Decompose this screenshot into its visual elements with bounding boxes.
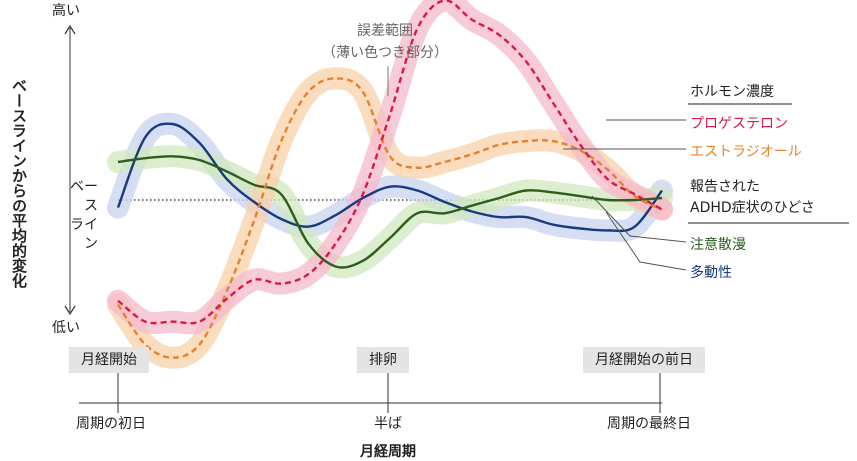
series-line-3 (116, 122, 663, 233)
series-line-0 (117, 0, 663, 325)
error-band-annotation-line1: 誤差範囲 (357, 23, 413, 39)
legend-hormone-header: ホルモン濃度 (690, 84, 774, 100)
y-axis-low-label: 低い (52, 320, 80, 336)
phase-menstruation-start: 月経開始 (69, 347, 149, 373)
error-band-2 (107, 145, 673, 279)
error-band-annotation: 誤差範囲 （薄い色つき部分） (305, 20, 465, 64)
y-axis-down-arrow-icon (64, 305, 76, 316)
legend-hyperactivity: 多動性 (690, 265, 732, 281)
legend-inattention: 注意散漫 (690, 237, 746, 253)
baseline-label-line1: ベース (70, 179, 98, 214)
phase-ovulation: 排卵 (357, 347, 409, 373)
chart-plot (64, 0, 849, 413)
y-axis-high-label: 高い (52, 3, 80, 19)
x-axis-title: 月経周期 (360, 444, 416, 460)
x-axis-start-label: 周期の初日 (76, 416, 146, 432)
legend-symptom-header-line1: 報告された (690, 179, 760, 195)
leader-hyperactivity (605, 211, 687, 271)
leader-inattention (591, 195, 687, 243)
error-band-annotation-line2: （薄い色つき部分） (322, 45, 448, 61)
x-axis-mid-label: 半ば (374, 416, 402, 432)
legend-estradiol: エストラジオール (690, 144, 802, 160)
y-axis-up-arrow-icon (64, 24, 76, 35)
series-line-1 (117, 77, 663, 359)
legend-symptom-header-line2: ADHD症状のひどさ (690, 200, 815, 216)
y-axis-label: ベースラインからの平均的変化 (10, 78, 28, 288)
series-line-2 (117, 155, 663, 269)
baseline-label-line2: ライン (70, 217, 98, 252)
chart-stage: ベースラインからの平均的変化 高い 低い ベース ライン 誤差範囲 （薄い色つき… (10, 0, 849, 460)
baseline-label: ベース ライン (60, 178, 98, 254)
x-axis-end-label: 周期の最終日 (607, 416, 691, 432)
legend-progesterone: プロゲステロン (690, 116, 788, 132)
phase-pre-menstruation: 月経開始の前日 (583, 347, 705, 373)
